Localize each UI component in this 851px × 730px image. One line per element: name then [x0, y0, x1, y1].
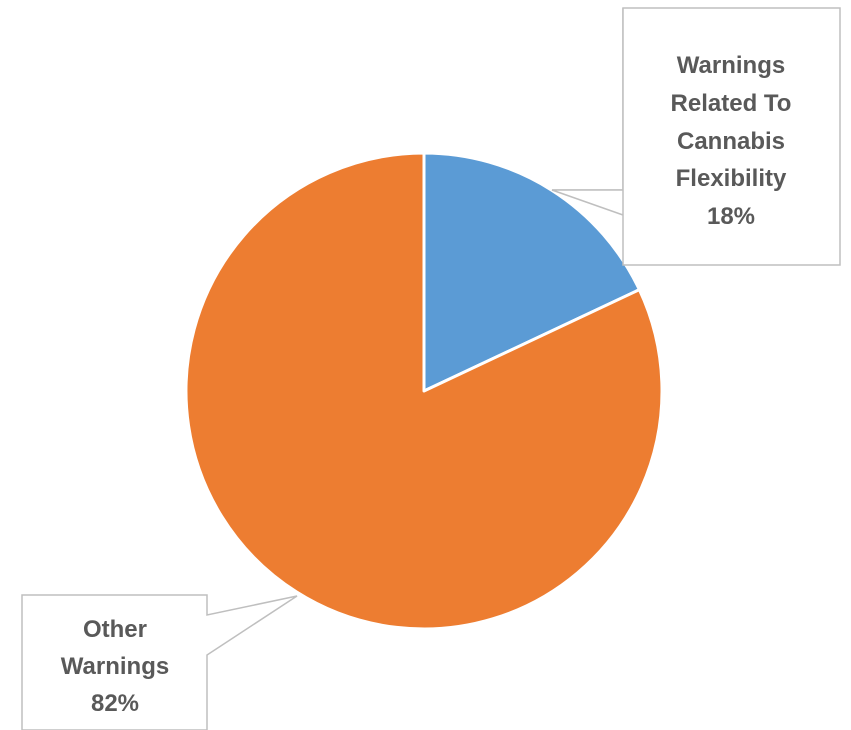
callout-leader-line — [552, 8, 624, 191]
callout-label-line: Flexibility — [676, 165, 787, 192]
callout-label-line: Cannabis — [677, 128, 785, 155]
pie-slices — [184, 151, 664, 631]
callout-value-label: 18% — [707, 203, 755, 230]
callout-label-line: Other — [83, 616, 147, 643]
callout-box — [21, 594, 298, 730]
callout-label-line: Related To — [671, 90, 792, 117]
callout-box — [551, 7, 841, 266]
pie-slice-other-warnings — [184, 151, 664, 631]
callout-value-label: 82% — [91, 690, 139, 717]
callout-label-line: Warnings — [677, 52, 785, 79]
callout-other-warnings: Other Warnings 82% — [21, 594, 298, 730]
data-label-callouts: Warnings Related To Cannabis Flexibility… — [21, 7, 841, 730]
callout-label-line: Warnings — [61, 653, 169, 680]
callout-warnings-cannabis: Warnings Related To Cannabis Flexibility… — [551, 7, 841, 266]
